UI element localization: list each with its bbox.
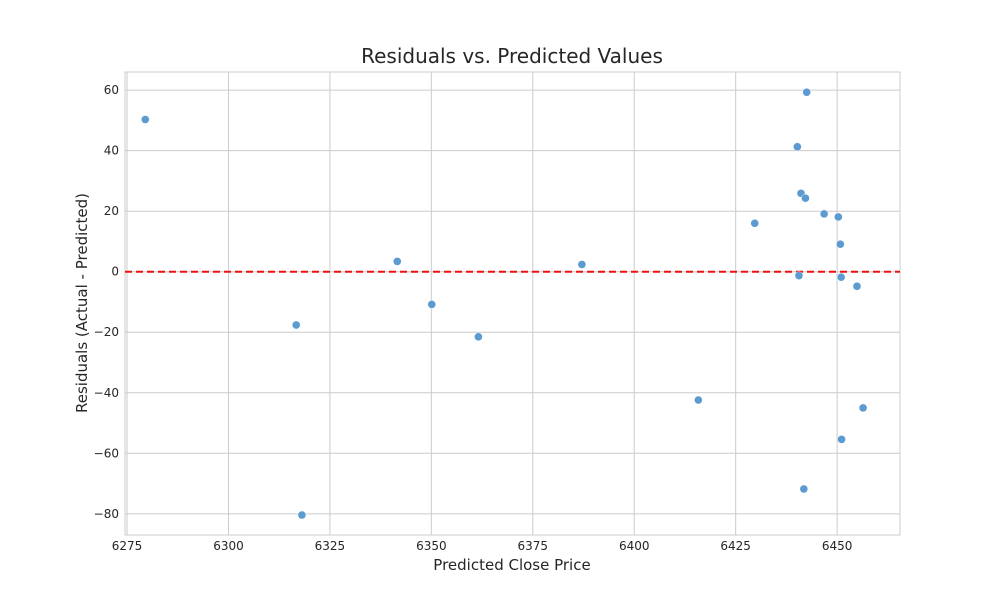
data-point bbox=[837, 435, 846, 444]
data-point bbox=[852, 282, 862, 291]
data-point bbox=[750, 219, 759, 228]
y-tick-label: −20 bbox=[94, 325, 119, 339]
data-point bbox=[427, 300, 436, 309]
x-tick-label: 6325 bbox=[315, 539, 346, 553]
x-tick-label: 6425 bbox=[720, 539, 751, 553]
x-tick-label: 6400 bbox=[619, 539, 650, 553]
data-point bbox=[799, 484, 809, 494]
x-tick-label: 6300 bbox=[213, 539, 244, 553]
y-tick-label: 40 bbox=[104, 144, 119, 158]
data-point bbox=[292, 320, 301, 330]
x-tick-label: 6450 bbox=[822, 539, 853, 553]
data-point bbox=[793, 142, 802, 151]
x-tick-label: 6275 bbox=[112, 539, 143, 553]
x-tick-label: 6350 bbox=[416, 539, 447, 553]
data-point bbox=[794, 271, 804, 280]
data-point bbox=[858, 403, 868, 413]
y-tick-label: 60 bbox=[104, 83, 119, 97]
plot-frame bbox=[124, 71, 901, 536]
x-axis-label: Predicted Close Price bbox=[433, 556, 590, 574]
data-point bbox=[836, 239, 845, 249]
tick-labels: 6275 6300 6325 6350 6375 6400 6425 6450 60 40 20 0 −… bbox=[94, 83, 853, 553]
data-point bbox=[474, 332, 483, 341]
y-tick-label: −80 bbox=[94, 507, 119, 521]
data-point bbox=[393, 257, 402, 266]
y-tick-label: 0 bbox=[111, 265, 119, 279]
data-point bbox=[577, 260, 587, 269]
data-point bbox=[141, 115, 150, 124]
chart-title: Residuals vs. Predicted Values bbox=[361, 44, 663, 68]
data-point bbox=[801, 193, 810, 203]
data-point bbox=[694, 395, 703, 405]
data-points bbox=[141, 88, 868, 520]
grid bbox=[125, 72, 900, 535]
data-point bbox=[819, 209, 829, 219]
y-tick-label: −60 bbox=[94, 446, 119, 460]
data-point bbox=[834, 212, 843, 222]
y-tick-label: −40 bbox=[94, 386, 119, 400]
data-point bbox=[297, 510, 307, 520]
data-point bbox=[802, 88, 811, 97]
x-tick-label: 6375 bbox=[518, 539, 549, 553]
data-point bbox=[836, 272, 846, 282]
y-axis-label: Residuals (Actual - Predicted) bbox=[73, 193, 91, 413]
y-tick-label: 20 bbox=[104, 204, 119, 218]
